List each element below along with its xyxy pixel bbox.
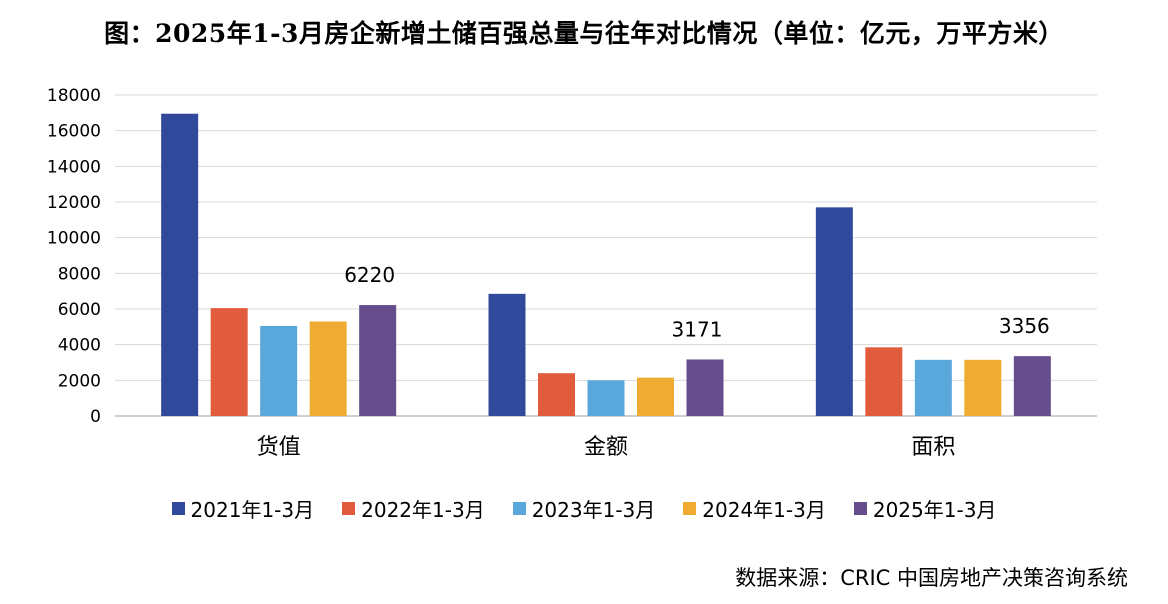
y-tick-label: 0 <box>90 407 101 427</box>
bar <box>359 305 397 416</box>
bar <box>309 321 347 416</box>
legend-label: 2024年1-3月 <box>702 498 826 522</box>
legend-label: 2021年1-3月 <box>190 498 315 522</box>
source-note: 数据来源：CRIC 中国房地产决策咨询系统 <box>735 566 1128 590</box>
legend-label: 2025年1-3月 <box>872 498 997 522</box>
legend-item: 2024年1-3月 <box>683 494 826 523</box>
x-tick-label: 金额 <box>584 435 628 460</box>
legend: 2021年1-3月 2022年1-3月 2023年1-3月 2024年1-3月 2025… <box>0 494 1168 523</box>
legend-item: 2021年1-3月 <box>171 494 315 523</box>
legend-label: 2023年1-3月 <box>531 498 656 522</box>
bar <box>964 359 1002 416</box>
data-label: 3171 <box>672 317 723 341</box>
bar <box>210 308 248 416</box>
data-label: 3356 <box>999 314 1050 338</box>
legend-swatch <box>171 502 185 515</box>
bar <box>587 380 625 416</box>
bar <box>914 359 952 416</box>
legend-swatch <box>853 502 867 515</box>
y-tick-label: 4000 <box>58 336 101 356</box>
y-tick-label: 14000 <box>47 157 101 177</box>
bar <box>161 113 199 416</box>
bar <box>260 325 298 416</box>
bar <box>686 359 724 416</box>
y-tick-label: 8000 <box>58 264 101 284</box>
bar <box>637 377 674 416</box>
chart-title: 图：2025年1-3月房企新增土储百强总量与往年对比情况（单位：亿元，万平方米） <box>104 19 1064 48</box>
legend-item: 2022年1-3月 <box>342 494 485 523</box>
legend-swatch <box>512 502 526 515</box>
legend-label: 2022年1-3月 <box>361 498 485 522</box>
data-label: 6220 <box>344 263 395 287</box>
x-tick-label: 面积 <box>911 435 955 460</box>
bar <box>815 207 853 416</box>
bar <box>1013 356 1051 416</box>
y-tick-label: 6000 <box>58 300 101 320</box>
x-tick-label: 货值 <box>257 435 301 460</box>
y-tick-label: 16000 <box>47 122 101 142</box>
legend-swatch <box>683 502 697 515</box>
y-tick-label: 12000 <box>47 193 101 213</box>
bar <box>865 347 903 416</box>
legend-swatch <box>342 502 356 515</box>
legend-item: 2025年1-3月 <box>853 494 997 523</box>
bar-chart: 0 2000 4000 6000 8000 10000 12000 14000 16000 180… <box>47 86 1097 460</box>
y-tick-label: 2000 <box>58 371 101 391</box>
bar <box>538 373 575 416</box>
y-tick-label: 10000 <box>47 229 101 249</box>
legend-item: 2023年1-3月 <box>512 494 656 523</box>
bar <box>488 293 526 416</box>
y-tick-label: 18000 <box>47 86 101 106</box>
